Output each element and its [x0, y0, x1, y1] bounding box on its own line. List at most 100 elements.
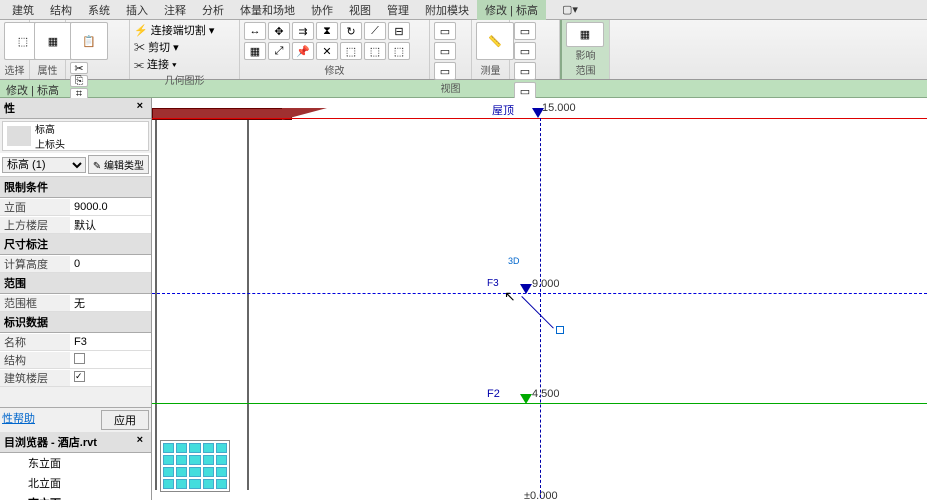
level-name[interactable]: F2 — [487, 388, 500, 400]
ribbon-label: 视图 — [434, 80, 467, 95]
prop-value[interactable]: 无 — [70, 295, 151, 311]
drag-handle[interactable] — [490, 296, 554, 360]
menu-item[interactable]: 体量和场地 — [232, 0, 303, 20]
prop-section: 标识数据 — [0, 312, 151, 333]
level-marker-icon — [520, 394, 532, 404]
level-elevation[interactable]: 4.500 — [532, 388, 560, 400]
menu-item[interactable]: 系统 — [80, 0, 118, 20]
join-btn[interactable]: ⫘ 连接 ▾ — [134, 56, 235, 72]
type-image[interactable]: 标高 上标头 — [2, 121, 149, 151]
ribbon-label: 影响 范围 — [566, 47, 605, 77]
prop-label: 范围框 — [0, 295, 70, 311]
help-icon[interactable]: ▢▾ — [554, 1, 586, 18]
view-icon[interactable]: ▭ — [434, 42, 456, 60]
paste-icon[interactable]: 📋 — [70, 22, 108, 60]
level-elevation[interactable]: 9.000 — [532, 278, 560, 290]
datum-scope-icon[interactable]: ▦ — [566, 22, 604, 47]
level-name[interactable]: F3 — [487, 278, 499, 289]
create-icon[interactable]: ▭ — [514, 62, 536, 80]
level-marker-icon — [520, 284, 532, 294]
menu-item[interactable]: 插入 — [118, 0, 156, 20]
panel-title: 性 — [4, 100, 15, 116]
tool-icon[interactable]: ⬚ — [364, 42, 386, 60]
wall-line — [155, 120, 157, 490]
measure-icon[interactable]: 📏 — [476, 22, 514, 60]
level-elevation[interactable]: 15.000 — [542, 102, 576, 114]
prop-label: 立面 — [0, 199, 70, 215]
rotate-icon[interactable]: ↻ — [340, 22, 362, 40]
ribbon-label: 几何图形 — [134, 72, 235, 87]
prop-label: 名称 — [0, 334, 70, 350]
create-icon[interactable]: ▭ — [514, 42, 536, 60]
menu-item[interactable]: 管理 — [379, 0, 417, 20]
copy-icon[interactable]: ⎘ — [70, 75, 88, 87]
tree-item[interactable]: 南立面 — [0, 493, 151, 500]
datum-extent-line — [540, 118, 541, 498]
view-icon[interactable]: ▭ — [434, 22, 456, 40]
prop-value[interactable]: 默认 — [70, 217, 151, 233]
left-panel: 性 × 标高 上标头 标高 (1) ✎ 编辑类型 限制条件 立面 上方楼层默认 … — [0, 98, 152, 500]
ribbon: ⬚ 选择 ▦ 属性 📋 ✂ ⎘ ⌗ 剪贴板 ⚡ 连接端切割 ▾ ✂ 剪切 ▾ ⫘… — [0, 20, 927, 80]
project-browser[interactable]: 东立面 北立面 南立面 西立面 ▣ 图例 ▣ 明细表/数量 ⊟ ▣ 图纸 (全部… — [0, 453, 151, 500]
view-icon[interactable]: ▭ — [434, 62, 456, 80]
menu-item[interactable]: 注释 — [156, 0, 194, 20]
ribbon-label: 测量 — [476, 62, 505, 77]
scale-icon[interactable]: ⤢ — [268, 42, 290, 60]
prop-section: 限制条件 — [0, 177, 151, 198]
apply-button[interactable]: 应用 — [101, 410, 149, 430]
properties-help-link[interactable]: 性帮助 — [2, 410, 35, 430]
tool-icon[interactable]: ⬚ — [340, 42, 362, 60]
building-story-checkbox[interactable] — [74, 371, 85, 382]
menu-item[interactable]: 分析 — [194, 0, 232, 20]
curtain-wall-preview — [160, 440, 230, 492]
prop-label: 建筑楼层 — [0, 370, 70, 386]
offset-icon[interactable]: ⇉ — [292, 22, 314, 40]
marker-3d: 3D — [508, 256, 520, 266]
align-icon[interactable]: ↔ — [244, 22, 266, 40]
wall-line — [247, 120, 249, 490]
tree-item[interactable]: 东立面 — [0, 453, 151, 473]
prop-section: 范围 — [0, 273, 151, 294]
mirror-icon[interactable]: ⧗ — [316, 22, 338, 40]
split-icon[interactable]: ⊟ — [388, 22, 410, 40]
prop-label: 上方楼层 — [0, 217, 70, 233]
elevation-input[interactable] — [74, 201, 151, 213]
pin-icon[interactable]: 📌 — [292, 42, 314, 60]
ribbon-label: 属性 — [34, 62, 61, 77]
browser-header: 目浏览器 - 酒店.rvt × — [0, 432, 151, 453]
browser-title: 目浏览器 - 酒店.rvt — [4, 434, 97, 450]
menu-item[interactable]: 协作 — [303, 0, 341, 20]
menu-item-active[interactable]: 修改 | 标高 — [477, 0, 546, 20]
structural-checkbox[interactable] — [74, 353, 85, 364]
trim-icon[interactable]: ⟋ — [364, 22, 386, 40]
menu-bar: 建筑 结构 系统 插入 注释 分析 体量和场地 协作 视图 管理 附加模块 修改… — [0, 0, 927, 20]
grip-icon[interactable] — [556, 326, 564, 334]
edit-type-button[interactable]: ✎ 编辑类型 — [88, 155, 149, 174]
ribbon-label: 修改 — [244, 62, 425, 77]
close-icon[interactable]: × — [133, 100, 147, 116]
menu-item[interactable]: 视图 — [341, 0, 379, 20]
menu-item[interactable]: 附加模块 — [417, 0, 477, 20]
tree-item[interactable]: 北立面 — [0, 473, 151, 493]
create-icon[interactable]: ▭ — [514, 22, 536, 40]
type-selector[interactable]: 标高 (1) — [2, 157, 86, 173]
prop-label: 计算高度 — [0, 256, 70, 272]
tool-icon[interactable]: ⬚ — [388, 42, 410, 60]
cope-btn[interactable]: ⚡ 连接端切割 ▾ — [134, 22, 235, 38]
array-icon[interactable]: ▦ — [244, 42, 266, 60]
drawing-canvas[interactable]: 屋顶 15.000 F3 9.000 ↖ 3D F2 4.500 ±0.000 — [152, 98, 927, 500]
menu-item[interactable]: 结构 — [42, 0, 80, 20]
properties-panel-header: 性 × — [0, 98, 151, 119]
move-icon[interactable]: ✥ — [268, 22, 290, 40]
prop-value[interactable]: F3 — [70, 336, 151, 348]
cut-geom-btn[interactable]: ✂ 剪切 ▾ — [134, 39, 235, 55]
prop-section: 尺寸标注 — [0, 234, 151, 255]
prop-value[interactable]: 0 — [70, 258, 151, 270]
close-icon[interactable]: × — [133, 434, 147, 450]
menu-item[interactable]: 建筑 — [4, 0, 42, 20]
delete-icon[interactable]: ✕ — [316, 42, 338, 60]
cut-icon[interactable]: ✂ — [70, 62, 88, 74]
prop-label: 结构 — [0, 352, 70, 368]
level-marker-icon — [532, 108, 544, 118]
level-name[interactable]: 屋顶 — [492, 102, 514, 118]
